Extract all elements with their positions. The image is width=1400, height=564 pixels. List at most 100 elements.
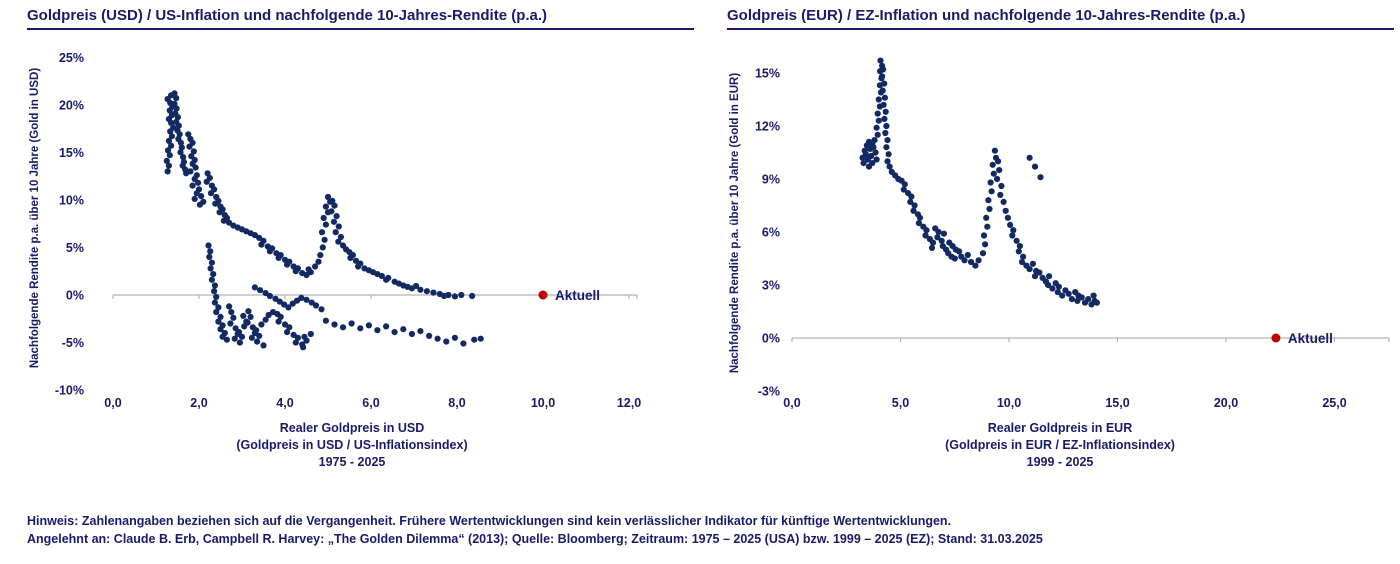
data-point — [1045, 281, 1052, 289]
data-point — [873, 124, 880, 131]
data-point — [266, 292, 273, 300]
data-point — [217, 313, 224, 320]
data-point — [882, 129, 889, 137]
data-point — [923, 227, 930, 234]
data-point — [928, 244, 936, 251]
data-point — [339, 324, 347, 331]
data-point — [996, 167, 1003, 174]
x-axis — [791, 337, 1390, 342]
data-point — [185, 131, 192, 138]
data-point — [374, 327, 381, 334]
data-point — [988, 188, 995, 195]
data-point — [262, 316, 269, 323]
y-tick-label: 0% — [762, 332, 780, 346]
data-point — [881, 115, 888, 122]
data-point — [880, 101, 887, 108]
data-point — [204, 170, 211, 177]
data-point — [230, 314, 237, 321]
data-point — [318, 229, 326, 236]
data-point — [951, 255, 958, 262]
data-point — [869, 160, 876, 167]
data-point — [1020, 253, 1027, 260]
data-point — [860, 160, 867, 167]
data-point — [223, 336, 230, 343]
data-point — [320, 214, 327, 222]
data-point — [294, 334, 301, 341]
data-point — [934, 234, 941, 241]
data-point — [870, 144, 877, 151]
data-point — [198, 193, 205, 200]
data-point — [305, 266, 312, 273]
data-point — [277, 313, 284, 320]
data-point — [215, 318, 222, 325]
y-tick-label: 3% — [762, 278, 780, 292]
data-point — [175, 122, 182, 129]
x-axis-title-line: 1975 - 2025 — [319, 455, 386, 469]
x-tick-label: 12,0 — [617, 396, 641, 410]
y-axis-title: Nachfolgende Rendite p.a. über 10 Jahre … — [29, 68, 41, 368]
data-point — [997, 191, 1004, 198]
data-point — [458, 291, 465, 299]
data-point — [347, 254, 354, 261]
data-point — [423, 288, 430, 295]
data-point — [171, 100, 178, 107]
data-point — [881, 94, 889, 101]
data-point — [383, 276, 390, 283]
data-point — [196, 201, 203, 208]
data-point — [900, 186, 907, 193]
data-point — [1074, 297, 1081, 304]
data-point — [318, 306, 325, 313]
data-point — [1029, 260, 1036, 267]
data-point — [964, 251, 971, 259]
data-point — [207, 265, 214, 272]
data-point — [275, 318, 282, 325]
data-point — [995, 158, 1002, 165]
data-point — [165, 162, 172, 169]
y-tick-label: -5% — [62, 336, 84, 350]
data-point — [989, 161, 996, 168]
data-point — [322, 203, 329, 210]
data-point — [275, 254, 282, 261]
data-point — [975, 257, 982, 264]
data-point — [1018, 258, 1026, 266]
data-point — [383, 323, 390, 330]
data-point — [203, 178, 210, 185]
scatter-points — [859, 57, 1100, 308]
data-point — [260, 342, 267, 349]
data-point — [238, 333, 246, 340]
data-point — [321, 236, 328, 243]
data-point — [173, 95, 180, 102]
data-point — [292, 339, 299, 346]
data-point — [180, 154, 187, 161]
data-point — [460, 340, 467, 347]
data-point — [469, 292, 476, 300]
data-point — [1059, 292, 1066, 299]
data-point — [284, 261, 291, 268]
data-point — [916, 214, 924, 221]
data-point — [208, 276, 215, 283]
data-point — [324, 193, 332, 201]
chart-eur-title: Goldpreis (EUR) / EZ-Inflation und nachf… — [727, 7, 1394, 30]
data-point — [319, 244, 326, 251]
data-point — [205, 242, 212, 249]
data-point — [166, 152, 173, 159]
data-point — [329, 197, 336, 204]
data-point — [322, 221, 329, 228]
data-point — [879, 73, 886, 80]
data-point — [210, 271, 217, 278]
data-point — [961, 257, 968, 264]
data-point — [907, 198, 914, 205]
data-point — [307, 330, 314, 338]
data-point — [176, 131, 183, 138]
data-point — [1002, 207, 1009, 214]
data-point — [365, 322, 372, 329]
data-point — [1007, 221, 1014, 228]
data-point — [908, 193, 915, 200]
data-point — [244, 319, 251, 326]
data-point — [187, 168, 194, 175]
data-point — [1026, 266, 1033, 273]
y-tick-label: 15% — [59, 146, 84, 160]
data-point — [1036, 269, 1043, 276]
data-point — [875, 117, 882, 124]
